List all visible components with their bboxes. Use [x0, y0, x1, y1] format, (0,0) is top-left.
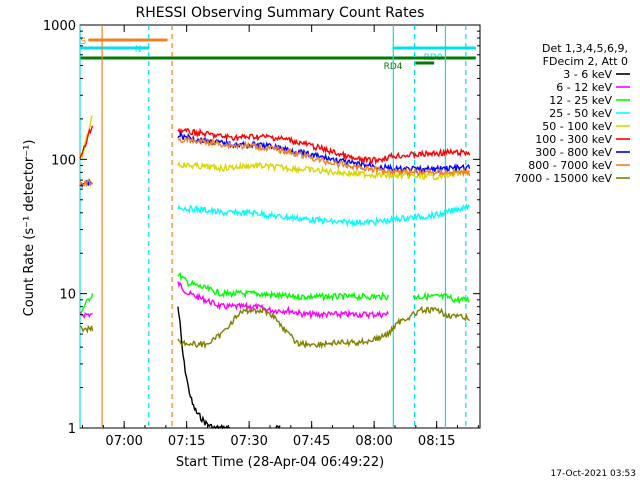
series-line-4-seg-0 — [79, 115, 94, 160]
series-line-2-seg-0 — [79, 293, 94, 317]
series-line-1-seg-0 — [79, 311, 93, 319]
flag-label-n: N — [135, 45, 142, 55]
legend-item-label: 7000 - 15000 keV — [514, 172, 612, 185]
series-line-5-seg-1 — [177, 127, 471, 166]
y-axis-label: Count Rate (s⁻¹ detector⁻¹) — [22, 140, 37, 317]
legend-item-label: 300 - 800 keV — [535, 146, 612, 159]
legend-item-label: 6 - 12 keV — [556, 81, 612, 94]
y-tick-label: 1000 — [43, 19, 76, 34]
y-tick-label: 100 — [51, 153, 76, 168]
x-tick-label: 07:45 — [293, 434, 330, 449]
vertical-marker-layer — [79, 25, 467, 428]
legend-item-label: 100 - 300 keV — [535, 133, 612, 146]
x-tick-label: 08:15 — [418, 434, 455, 449]
series-line-5-seg-0 — [79, 125, 94, 159]
series-line-6-seg-1 — [177, 131, 471, 175]
legend-item-label: 3 - 6 keV — [563, 68, 612, 81]
y-tick-label: 1 — [68, 422, 76, 437]
x-axis-label: Start Time (28-Apr-04 06:49:22) — [176, 455, 384, 470]
series-layer — [79, 115, 471, 430]
series-line-0-seg-1 — [275, 424, 281, 430]
x-tick-label: 08:00 — [355, 434, 392, 449]
series-line-2-seg-2 — [412, 291, 470, 305]
series-line-3-seg-0 — [177, 203, 471, 228]
series-line-6-seg-0 — [79, 178, 93, 188]
x-tick-label: 07:15 — [168, 434, 205, 449]
legend-header-line: FDecim 2, Att 0 — [543, 55, 628, 68]
series-line-2-seg-1 — [177, 271, 389, 302]
flag-label-s: S — [80, 37, 86, 47]
series-line-7-seg-0 — [79, 178, 93, 188]
y-tick-label: 10 — [59, 288, 76, 303]
series-line-8-seg-1 — [177, 305, 471, 350]
footer-timestamp: 17-Oct-2021 03:53 — [551, 469, 636, 479]
series-line-0-seg-0 — [177, 306, 231, 430]
series-line-7-seg-1 — [177, 136, 471, 178]
series-line-1-seg-1 — [177, 281, 389, 320]
chart-title: RHESSI Observing Summary Count Rates — [136, 5, 425, 21]
legend-item-label: 12 - 25 keV — [549, 94, 612, 107]
series-line-8-seg-0 — [79, 324, 94, 334]
legend: Det 1,3,4,5,6,9,FDecim 2, Att 03 - 6 keV… — [514, 42, 630, 185]
legend-item-label: 50 - 100 keV — [542, 120, 612, 133]
series-line-4-seg-1 — [177, 160, 471, 181]
axes-layer: 07:00 07:15 07:30 07:45 08:00 08:15 1 10 100 1000 — [43, 19, 480, 449]
x-tick-label: 07:00 — [105, 434, 142, 449]
legend-item-label: 25 - 50 keV — [549, 107, 612, 120]
x-tick-label: 07:30 — [230, 434, 267, 449]
legend-header-line: Det 1,3,4,5,6,9, — [542, 42, 628, 55]
legend-item-label: 800 - 7000 keV — [528, 159, 612, 172]
